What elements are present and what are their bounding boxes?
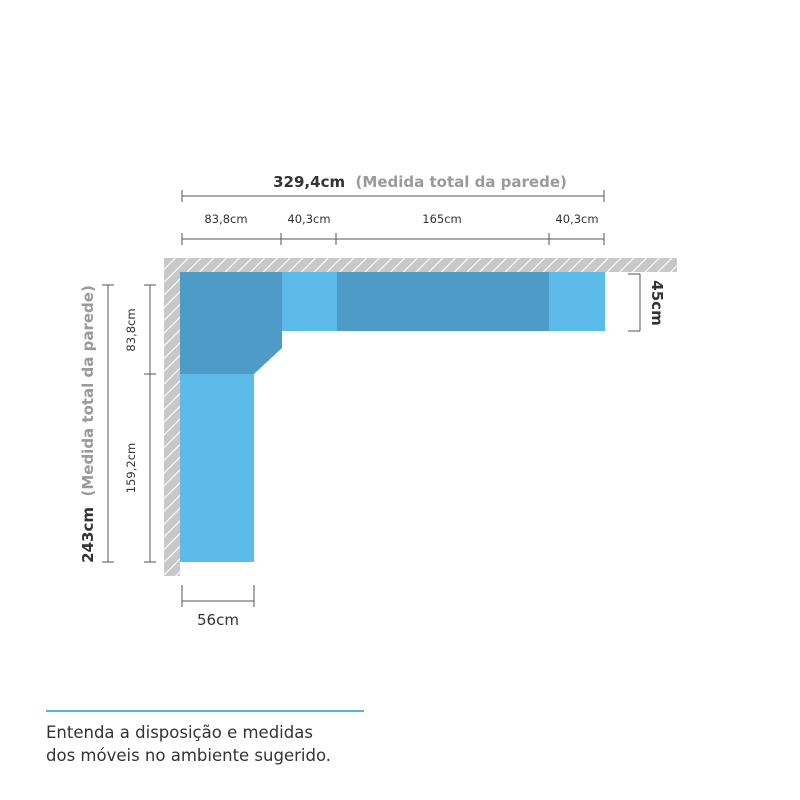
top-segment-3-label: 165cm bbox=[422, 212, 461, 226]
left-segment-dimensions: 83,8cm 159,2cm bbox=[124, 284, 156, 563]
width-dimension: 56cm bbox=[181, 585, 255, 629]
depth-dimension: 45cm bbox=[628, 273, 666, 332]
left-segment-1-label: 83,8cm bbox=[124, 308, 138, 351]
top-segment-dimensions: 83,8cm 40,3cm 165cm 40,3cm bbox=[181, 212, 605, 245]
depth-label: 45cm bbox=[648, 280, 666, 325]
caption: Entenda a disposição e medidas dos móvei… bbox=[46, 721, 406, 767]
top-total-label: 329,4cm (Medida total da parede) bbox=[273, 173, 567, 191]
top-segment-1-label: 83,8cm bbox=[204, 212, 247, 226]
top-module-4 bbox=[549, 272, 605, 331]
corner-module bbox=[180, 272, 282, 374]
top-segment-2-label: 40,3cm bbox=[287, 212, 330, 226]
top-wall bbox=[164, 258, 677, 272]
top-module-3 bbox=[337, 272, 549, 331]
top-total-dimension: 329,4cm (Medida total da parede) bbox=[181, 173, 605, 202]
top-segment-4-label: 40,3cm bbox=[555, 212, 598, 226]
caption-line-1: Entenda a disposição e medidas bbox=[46, 723, 313, 742]
top-module-2 bbox=[282, 272, 337, 331]
left-module-2 bbox=[180, 374, 254, 562]
width-label: 56cm bbox=[197, 611, 239, 629]
left-segment-2-label: 159,2cm bbox=[124, 443, 138, 493]
left-total-label: 243cm (Medida total da parede) bbox=[79, 285, 97, 563]
caption-accent-rule bbox=[46, 710, 364, 712]
left-total-dimension: 243cm (Medida total da parede) bbox=[79, 284, 114, 563]
caption-line-2: dos móveis no ambiente sugerido. bbox=[46, 746, 332, 765]
left-wall bbox=[164, 258, 180, 576]
